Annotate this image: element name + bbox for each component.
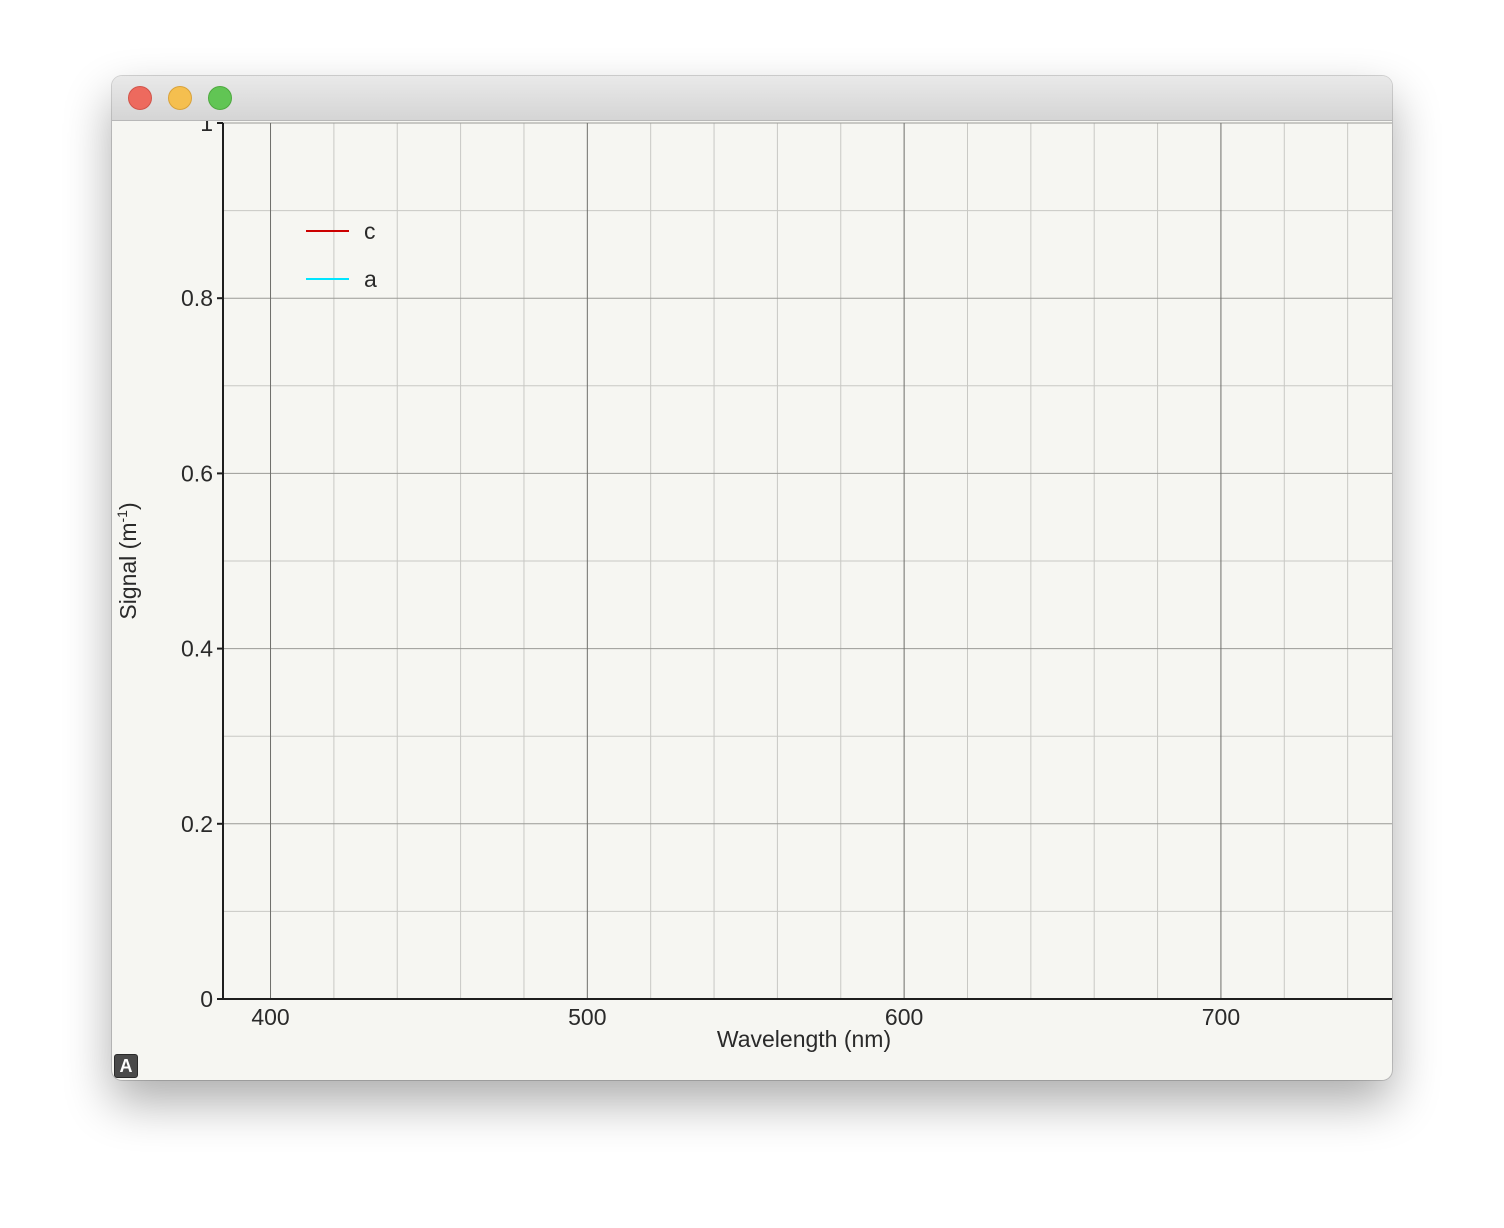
y-axis-label-tail: ) bbox=[115, 502, 141, 510]
x-axis-label: Wavelength (nm) bbox=[717, 1026, 891, 1052]
y-axis-label: Signal (m-1) bbox=[114, 502, 141, 619]
app-window: 0 0.2 0.4 0.6 0.8 1 400 500 600 700 Wavelength (n… bbox=[112, 76, 1392, 1080]
minimize-button[interactable] bbox=[168, 86, 192, 110]
x-tick-label: 400 bbox=[251, 1004, 289, 1030]
axes bbox=[217, 122, 1392, 1000]
y-tick-label: 0.6 bbox=[181, 460, 213, 486]
tick-labels: 0 0.2 0.4 0.6 0.8 1 400 500 600 700 bbox=[181, 121, 1240, 1030]
title-bar[interactable] bbox=[112, 76, 1392, 121]
x-tick-label: 500 bbox=[568, 1004, 606, 1030]
legend: ca bbox=[306, 218, 377, 292]
plot-area[interactable]: 0 0.2 0.4 0.6 0.8 1 400 500 600 700 Wavelength (n… bbox=[112, 121, 1392, 1080]
zoom-button[interactable] bbox=[208, 86, 232, 110]
status-badge-icon[interactable]: A bbox=[114, 1054, 138, 1078]
close-button[interactable] bbox=[128, 86, 152, 110]
y-tick-label: 0.4 bbox=[181, 636, 213, 662]
y-tick-label: 1 bbox=[200, 121, 213, 136]
spectrum-chart[interactable]: 0 0.2 0.4 0.6 0.8 1 400 500 600 700 Wavelength (n… bbox=[112, 121, 1392, 1080]
y-axis-label-superscript: -1 bbox=[114, 510, 130, 523]
legend-label-c: c bbox=[364, 218, 376, 244]
y-tick-label: 0.2 bbox=[181, 811, 213, 837]
y-tick-label: 0 bbox=[200, 986, 213, 1012]
grid bbox=[223, 122, 1392, 1000]
legend-label-a: a bbox=[364, 266, 377, 292]
x-tick-label: 600 bbox=[885, 1004, 923, 1030]
y-tick-label: 0.8 bbox=[181, 285, 213, 311]
y-axis-label-main: Signal (m bbox=[115, 522, 141, 619]
x-tick-label: 700 bbox=[1202, 1004, 1240, 1030]
